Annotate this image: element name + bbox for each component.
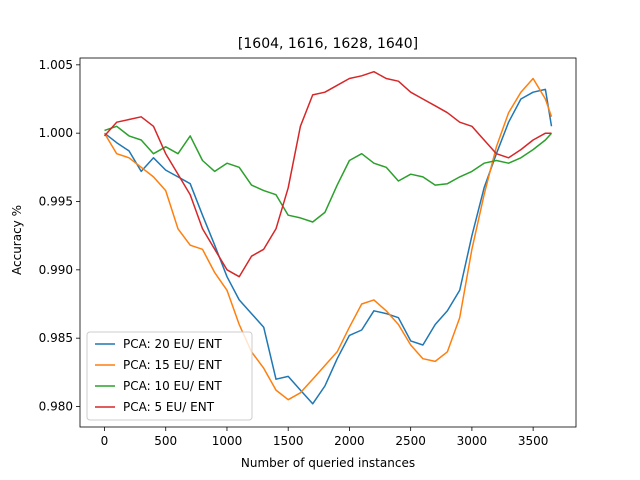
x-tick-label: 2000 xyxy=(334,434,365,448)
x-tick-label: 1500 xyxy=(273,434,304,448)
y-tick-label: 1.005 xyxy=(39,58,73,72)
series-line-3 xyxy=(104,125,553,223)
legend-label: PCA: 20 EU/ ENT xyxy=(123,337,222,351)
chart-title: [1604, 1616, 1628, 1640] xyxy=(238,36,418,52)
x-axis-label: Number of queried instances xyxy=(241,456,415,470)
x-tick-label: 3000 xyxy=(457,434,488,448)
legend-label: PCA: 15 EU/ ENT xyxy=(123,358,222,372)
plot-frame xyxy=(79,57,577,428)
y-tick-label: 0.980 xyxy=(39,400,73,414)
x-tick-label: 500 xyxy=(154,434,177,448)
legend: PCA: 20 EU/ ENT PCA: 15 EU/ ENT PCA: 10 EU… xyxy=(86,331,253,421)
y-tick-label: 0.985 xyxy=(39,331,73,345)
axis-ticks: 0 500 1000 1500 2000 2500 3000 3500 0.980 0.985 0.… xyxy=(39,58,549,448)
series-line-4 xyxy=(103,70,552,278)
legend-box xyxy=(86,331,253,421)
series-line-2 xyxy=(103,77,553,401)
x-tick-label: 0 xyxy=(101,434,109,448)
x-tick-label: 2500 xyxy=(395,434,426,448)
series-lines xyxy=(103,70,553,405)
legend-label: PCA: 10 EU/ ENT xyxy=(123,379,222,393)
x-tick-label: 1000 xyxy=(212,434,243,448)
y-tick-label: 0.990 xyxy=(39,263,73,277)
y-axis-label: Accuracy % xyxy=(10,205,24,275)
x-tick-label: 3500 xyxy=(518,434,549,448)
y-tick-label: 1.000 xyxy=(39,126,73,140)
y-tick-label: 0.995 xyxy=(39,195,73,209)
legend-label: PCA: 5 EU/ ENT xyxy=(123,400,215,414)
